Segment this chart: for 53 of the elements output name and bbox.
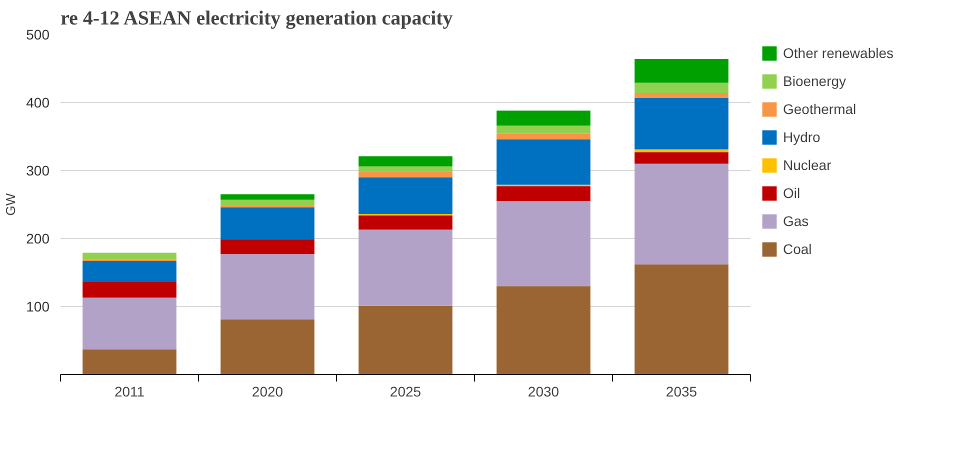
- bar: [496, 110, 590, 126]
- bar: [634, 92, 728, 98]
- bar: [358, 230, 452, 306]
- legend-label: Coal: [783, 241, 812, 257]
- x-tick-label: 2020: [252, 384, 284, 400]
- x-tick-label: 2011: [114, 384, 145, 400]
- y-tick-label: 500: [26, 26, 50, 42]
- bar: [634, 164, 728, 264]
- legend-label: Geothermal: [783, 101, 856, 117]
- legend-label: Gas: [783, 213, 809, 229]
- bar: [496, 139, 590, 185]
- y-tick-label: 200: [26, 230, 50, 246]
- bar: [220, 254, 314, 320]
- bar: [634, 152, 728, 164]
- legend-label: Nuclear: [783, 157, 832, 173]
- bar: [496, 134, 590, 140]
- y-tick-label: 100: [26, 298, 50, 314]
- bar: [220, 194, 314, 200]
- bar: [82, 252, 176, 260]
- legend-label: Oil: [783, 185, 802, 201]
- bar: [496, 186, 590, 202]
- bar: [82, 260, 176, 282]
- bar: [220, 200, 314, 206]
- chart-title: re 4-12 ASEAN electricity generation capacity: [60, 8, 453, 30]
- bar: [634, 98, 728, 150]
- bar: [634, 264, 728, 374]
- legend-label: Hydro: [783, 129, 820, 145]
- bar: [358, 171, 452, 178]
- bar: [220, 239, 314, 254]
- bar: [496, 286, 590, 374]
- legend-label: Bioenergy: [783, 73, 846, 89]
- bar: [220, 207, 314, 240]
- x-tick-label: 2025: [390, 384, 422, 400]
- bar: [220, 319, 314, 374]
- bar: [82, 349, 176, 374]
- bar: [82, 298, 176, 350]
- x-tick-label: 2035: [666, 384, 698, 400]
- bar: [358, 215, 452, 230]
- bar: [358, 177, 452, 214]
- bar: [496, 126, 590, 134]
- y-axis-title: GW: [3, 192, 18, 216]
- bar: [358, 166, 452, 172]
- bar: [634, 82, 728, 93]
- bar: [634, 58, 728, 83]
- bar: [82, 281, 176, 298]
- legend-label: Other renewables: [783, 45, 894, 61]
- bar: [358, 306, 452, 374]
- bar: [496, 201, 590, 286]
- x-tick-label: 2030: [528, 384, 560, 400]
- bar: [634, 149, 728, 152]
- y-tick-label: 300: [26, 162, 50, 178]
- bar: [358, 156, 452, 166]
- y-tick-label: 400: [26, 94, 50, 110]
